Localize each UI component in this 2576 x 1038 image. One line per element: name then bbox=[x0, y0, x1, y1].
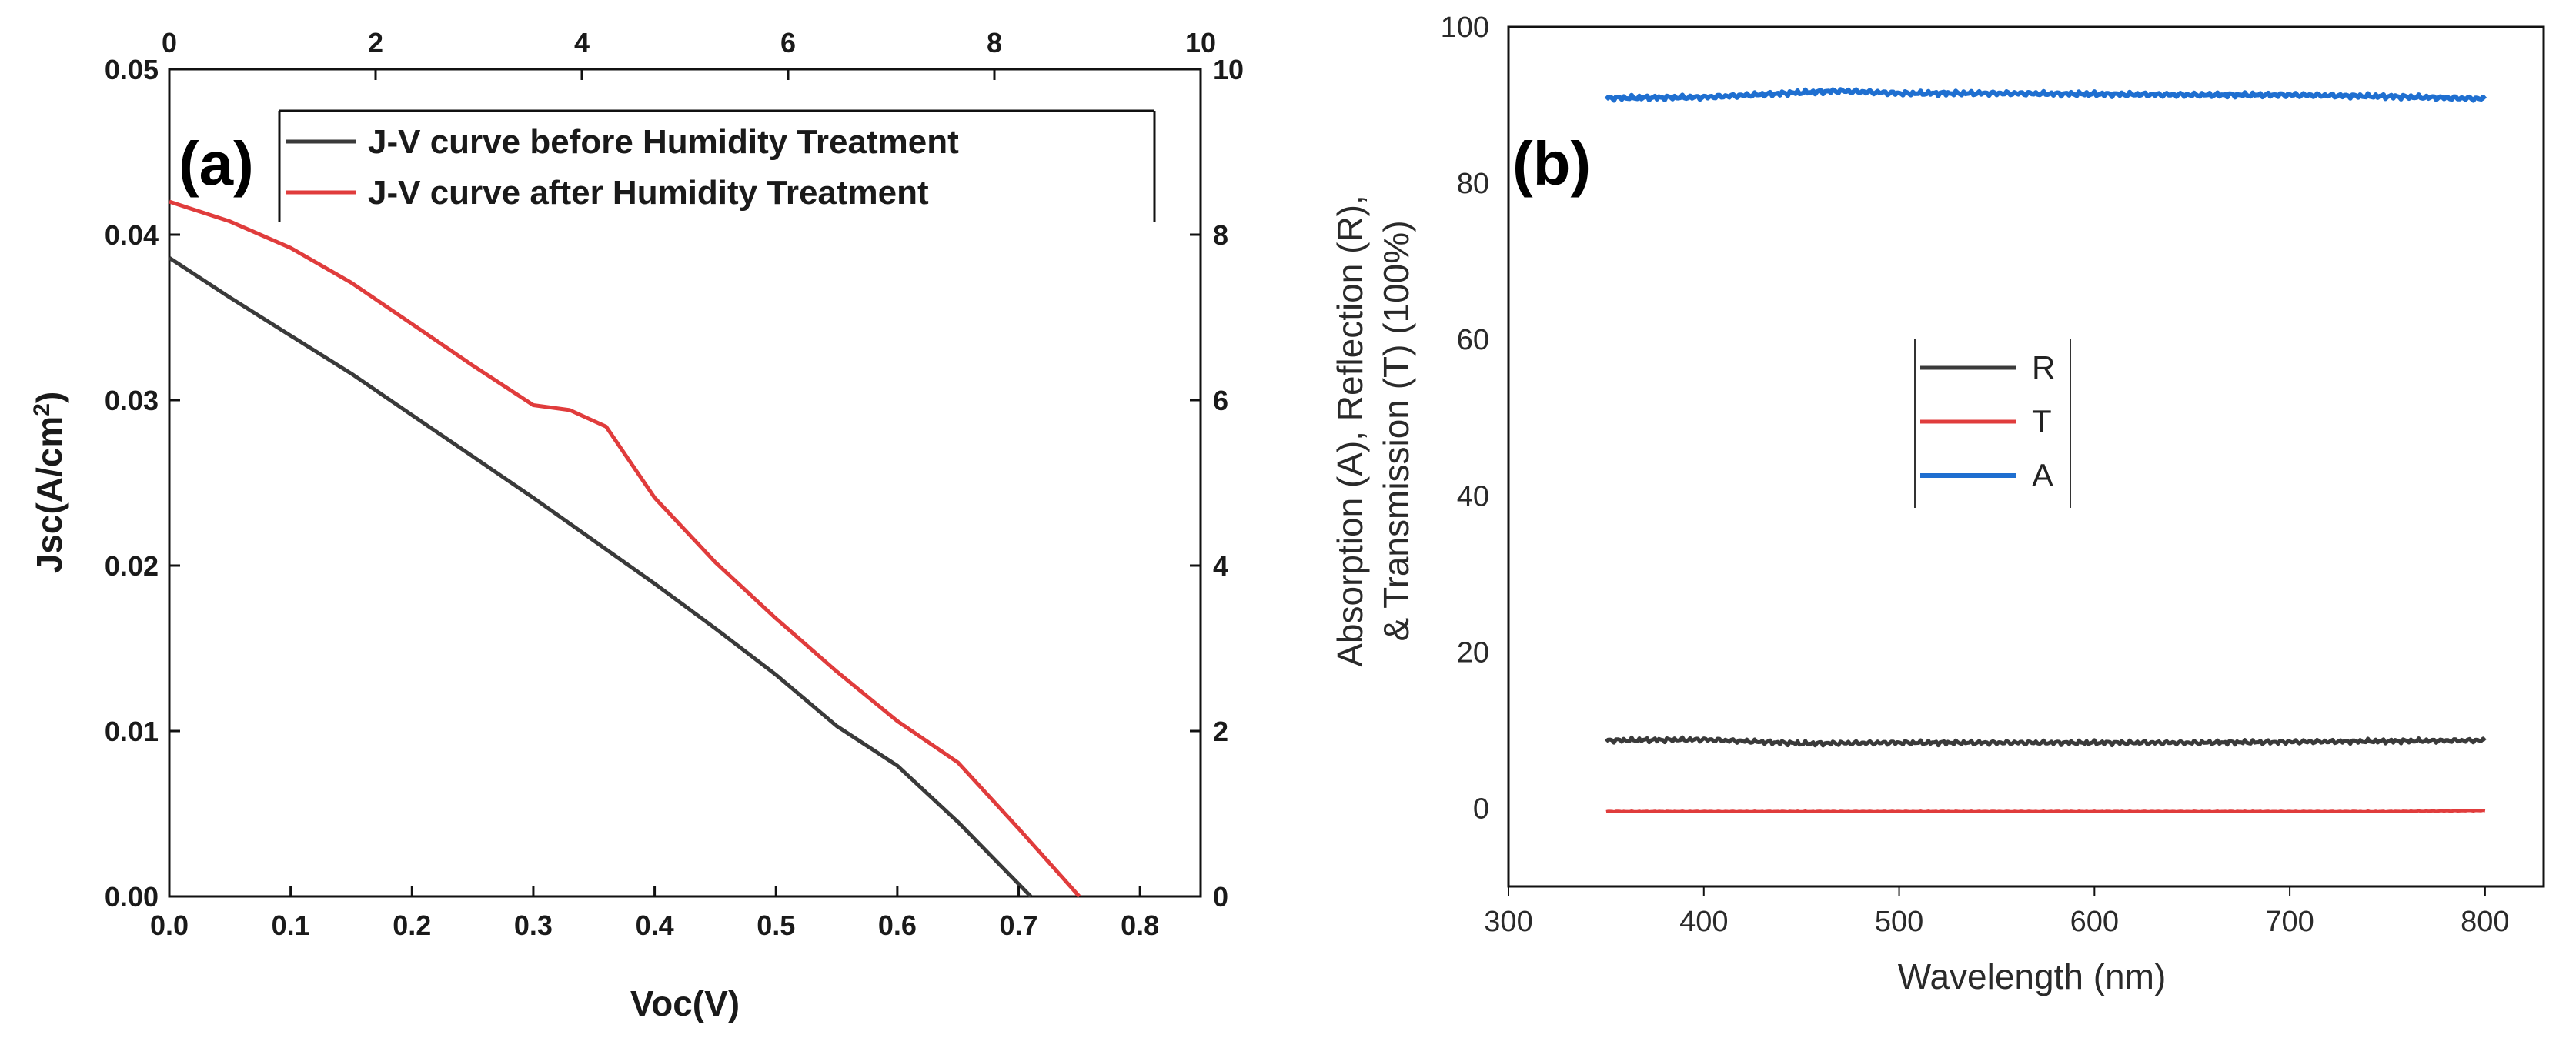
legend-label-after: J-V curve after Humidity Treatment bbox=[368, 174, 929, 212]
panel-b-x-tick-label: 500 bbox=[1875, 906, 1923, 938]
panel-b-x-tick-label: 400 bbox=[1679, 906, 1728, 938]
panel-b-x-tick-label: 800 bbox=[2461, 906, 2509, 938]
panel-b-series-group bbox=[1604, 87, 2487, 813]
panel-a-x-tick-label: 0.8 bbox=[1121, 910, 1159, 941]
panel-b-y-tick-label: 100 bbox=[1441, 12, 1489, 44]
panel-a-x-tick-label: 0.6 bbox=[878, 910, 917, 941]
panel-a-y-tick-label: 0.05 bbox=[105, 54, 159, 85]
panel-a-right-tick-label: 4 bbox=[1213, 550, 1228, 582]
panel-a-y-tick-label: 0.03 bbox=[105, 385, 159, 416]
panel-b-y-tick-label: 20 bbox=[1457, 636, 1489, 669]
panel-a-plot-frame bbox=[168, 68, 1202, 898]
panel-a-x-tick-label: 0.7 bbox=[1000, 910, 1038, 941]
panel-a-x-tick-label: 0.0 bbox=[150, 910, 189, 941]
panel-a-top-tick-label: 0 bbox=[162, 27, 177, 58]
panel-a-y-tick-label: 0.00 bbox=[105, 881, 159, 913]
legend-label-before: J-V curve before Humidity Treatment bbox=[368, 123, 959, 161]
panel-a-right-tick-label: 0 bbox=[1213, 881, 1228, 913]
panel-b-x-tick-label: 600 bbox=[2070, 906, 2119, 938]
panel-b-x-tick-label: 300 bbox=[1484, 906, 1532, 938]
panel-a-right-tick-label: 8 bbox=[1213, 219, 1228, 251]
panel-b-ticks-group: 300 400 500 600 700 800 0 20 40 60 80 100 bbox=[1441, 12, 2510, 938]
panel-a-jv-chart: 0.0 0.1 0.2 0.3 0.4 0.5 0.6 0.7 0.8 0.00 0.01 0.02 0… bbox=[29, 27, 1244, 1023]
panel-a-top-tick-label: 4 bbox=[574, 27, 590, 58]
panel-b-plot-frame bbox=[1507, 25, 2545, 888]
panel-a-right-tick-label: 10 bbox=[1213, 54, 1244, 85]
panel-a-series-group bbox=[168, 199, 1081, 898]
panel-a-x-tick-label: 0.4 bbox=[636, 910, 674, 941]
panel-a-y-axis-label: Jsc(A/cm2) bbox=[29, 392, 69, 574]
panel-a-legend: J-V curve before Humidity Treatment J-V … bbox=[278, 109, 1156, 222]
panel-b-y-tick-label: 0 bbox=[1473, 793, 1489, 825]
panel-b-y-tick-label: 40 bbox=[1457, 480, 1489, 512]
panel-b-y-tick-label: 80 bbox=[1457, 168, 1489, 200]
panel-a-y-label-sup: 2 bbox=[29, 403, 55, 416]
panel-b-series-line-a bbox=[1604, 87, 2487, 103]
panel-a-top-tick-label: 2 bbox=[368, 27, 383, 58]
panel-b-legend: R T A bbox=[1914, 339, 2071, 508]
legend-label-t: T bbox=[2032, 403, 2052, 439]
panel-b-x-axis-label: Wavelength (nm) bbox=[1898, 956, 2167, 996]
panel-a-y-label-main: Jsc(A/cm bbox=[29, 416, 69, 574]
legend-label-a: A bbox=[2032, 457, 2053, 493]
panel-b-art-chart: 300 400 500 600 700 800 0 20 40 60 80 100 R T A (b)… bbox=[1330, 12, 2545, 996]
panel-a-top-tick-label: 6 bbox=[780, 27, 796, 58]
panel-a-top-tick-label: 10 bbox=[1185, 27, 1216, 58]
panel-b-x-tick-label: 700 bbox=[2265, 906, 2314, 938]
panel-a-series-line-before bbox=[168, 256, 1033, 898]
panel-a-x-axis-label: Voc(V) bbox=[630, 983, 740, 1023]
panel-a-y-tick-label: 0.01 bbox=[105, 716, 159, 747]
panel-a-x-tick-label: 0.2 bbox=[393, 910, 431, 941]
panel-a-right-tick-label: 2 bbox=[1213, 716, 1228, 747]
panel-b-series-line-t bbox=[1605, 809, 2486, 813]
panel-a-series-line-after bbox=[169, 199, 1081, 898]
legend-label-r: R bbox=[2032, 349, 2055, 385]
panel-b-series-line-r bbox=[1605, 735, 2487, 748]
panel-a-x-tick-label: 0.1 bbox=[272, 910, 310, 941]
panel-a-x-tick-label: 0.5 bbox=[757, 910, 795, 941]
panel-b-y-axis-label-line2: & Transmission (T) (100%) bbox=[1376, 220, 1416, 641]
panel-a-y-label-close: ) bbox=[29, 392, 69, 403]
panel-b-label: (b) bbox=[1512, 129, 1591, 198]
panel-a-ticks-group: 0.0 0.1 0.2 0.3 0.4 0.5 0.6 0.7 0.8 0.00 0.01 0.02 0… bbox=[105, 27, 1244, 941]
panel-a-right-tick-label: 6 bbox=[1213, 385, 1228, 416]
panel-a-label: (a) bbox=[179, 129, 254, 198]
panel-b-y-axis-label-line1: Absorption (A), Reflection (R), bbox=[1330, 195, 1370, 667]
panel-b-y-tick-label: 60 bbox=[1457, 324, 1489, 356]
panel-a-y-tick-label: 0.04 bbox=[105, 219, 159, 251]
panel-a-x-tick-label: 0.3 bbox=[514, 910, 553, 941]
panel-a-top-tick-label: 8 bbox=[987, 27, 1002, 58]
panel-a-y-tick-label: 0.02 bbox=[105, 550, 159, 582]
